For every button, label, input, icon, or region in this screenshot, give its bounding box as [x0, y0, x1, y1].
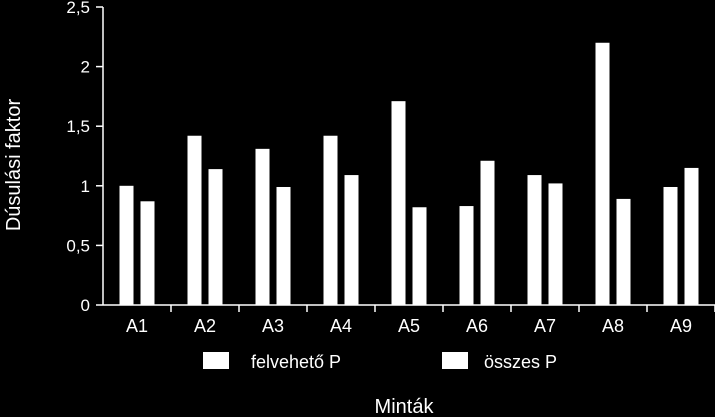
- bar-a7-osszes-p: [548, 183, 563, 305]
- legend-label-felveheto: felvehető P: [251, 352, 341, 372]
- y-axis-title: Dúsulási faktor: [3, 99, 25, 232]
- bar-a2-osszes-p: [208, 169, 223, 305]
- bar-a6-felveheto-p: [459, 206, 474, 305]
- bar-a8-felveheto-p: [595, 42, 610, 305]
- x-category-label: A9: [670, 316, 692, 336]
- x-category-label: A2: [194, 316, 216, 336]
- bar-a5-felveheto-p: [391, 101, 406, 305]
- legend-label-osszes: összes P: [484, 352, 557, 372]
- bar-a3-osszes-p: [276, 186, 291, 305]
- bar-a5-osszes-p: [412, 207, 427, 305]
- x-category-label: A4: [330, 316, 352, 336]
- x-category-label: A5: [398, 316, 420, 336]
- y-tick-label: 1,5: [66, 117, 90, 136]
- y-tick-label: 0: [81, 296, 90, 315]
- bar-a9-felveheto-p: [663, 186, 678, 305]
- legend-swatch-felveheto: [203, 352, 229, 369]
- bar-a2-felveheto-p: [187, 135, 202, 305]
- x-axis-categories: A1 A2 A3 A4 A5 A6 A7 A8 A9: [126, 305, 715, 336]
- x-category-label: A7: [534, 316, 556, 336]
- x-category-label: A8: [602, 316, 624, 336]
- bar-a3-felveheto-p: [255, 148, 270, 305]
- y-tick-label: 1: [81, 177, 90, 196]
- legend: felvehető P összes P: [203, 352, 557, 372]
- bar-a4-felveheto-p: [323, 135, 338, 305]
- x-category-label: A3: [262, 316, 284, 336]
- y-tick-label: 0,5: [66, 236, 90, 255]
- bar-a8-osszes-p: [616, 198, 631, 305]
- y-tick-label: 2: [81, 58, 90, 77]
- legend-swatch-osszes: [442, 352, 468, 369]
- bar-a7-felveheto-p: [527, 175, 542, 305]
- x-axis-title: Minták: [375, 396, 435, 417]
- bar-a6-osszes-p: [480, 160, 495, 305]
- bar-a9-osszes-p: [684, 167, 699, 305]
- x-category-label: A1: [126, 316, 148, 336]
- bar-a1-osszes-p: [140, 201, 155, 305]
- bar-a4-osszes-p: [344, 175, 359, 305]
- bar-a1-felveheto-p: [119, 185, 134, 305]
- y-tick-label: 2,5: [66, 0, 90, 17]
- x-category-label: A6: [466, 316, 488, 336]
- plot-area: [102, 7, 715, 306]
- y-axis-ticks: 0 0,5 1 1,5 2 2,5: [66, 0, 103, 315]
